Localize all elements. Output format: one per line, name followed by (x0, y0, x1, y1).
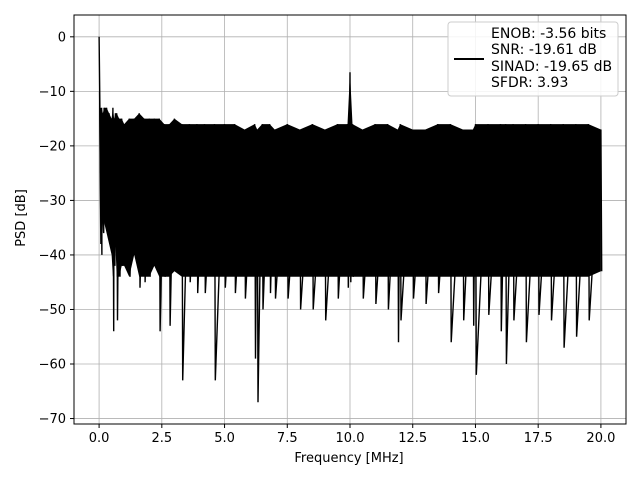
y-tick-label: −70 (39, 412, 66, 427)
psd-noise-band (99, 36, 601, 277)
legend-entry-sfdr: SFDR: 3.93 (491, 75, 568, 91)
legend-entry-enob: ENOB: -3.56 bits (491, 26, 606, 42)
x-tick-label: 2.5 (151, 431, 172, 446)
legend: ENOB: -3.56 bits SNR: -19.61 dB SINAD: -… (447, 21, 619, 97)
x-tick-label: 17.5 (524, 431, 553, 446)
y-axis-label: PSD [dB] (14, 189, 29, 247)
y-tick-label: −20 (39, 139, 66, 154)
legend-entry-sinad: SINAD: -19.65 dB (491, 59, 612, 75)
y-tick-label: −30 (39, 194, 66, 209)
x-tick-label: 5.0 (214, 431, 235, 446)
x-tick-label: 10.0 (336, 431, 365, 446)
y-tick-label: −60 (39, 358, 66, 373)
legend-box (447, 21, 619, 97)
y-tick-label: −50 (39, 303, 66, 318)
legend-entry-snr: SNR: -19.61 dB (491, 42, 597, 58)
x-tick-label: 20.0 (586, 431, 615, 446)
x-axis-label: Frequency [MHz] (294, 451, 403, 466)
y-tick-label: −40 (39, 248, 66, 263)
x-tick-label: 12.5 (398, 431, 427, 446)
y-tick-label: 0 (58, 30, 66, 45)
x-tick-label: 7.5 (277, 431, 298, 446)
plot-area (98, 36, 603, 403)
x-tick-label: 15.0 (461, 431, 490, 446)
x-tick-label: 0.0 (89, 431, 110, 446)
y-tick-label: −10 (39, 85, 66, 100)
axis-ticks: 0.0 2.5 5.0 7.5 10.0 12.5 15.0 17.5 20.0 0 −10 −20 −… (39, 30, 616, 446)
